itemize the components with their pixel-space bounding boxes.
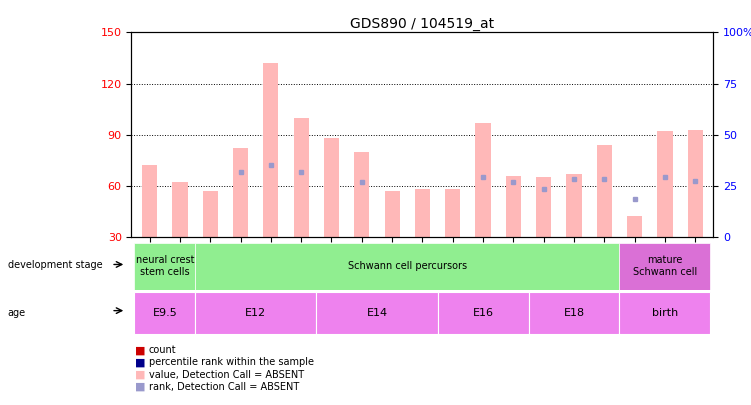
Bar <box>620 292 710 334</box>
Bar <box>597 145 612 237</box>
Bar <box>620 243 710 290</box>
Bar <box>134 243 195 290</box>
Text: E16: E16 <box>472 308 493 318</box>
Text: ■: ■ <box>135 358 146 367</box>
Bar <box>142 165 157 237</box>
Text: E18: E18 <box>563 308 584 318</box>
Bar <box>233 148 248 237</box>
Bar <box>506 176 521 237</box>
Bar <box>195 292 316 334</box>
Bar <box>316 292 438 334</box>
Bar <box>657 131 673 237</box>
Bar <box>566 174 581 237</box>
Text: mature
Schwann cell: mature Schwann cell <box>633 256 697 277</box>
Bar <box>438 292 529 334</box>
Text: E14: E14 <box>366 308 388 318</box>
Text: percentile rank within the sample: percentile rank within the sample <box>149 358 314 367</box>
Bar <box>627 217 642 237</box>
Text: rank, Detection Call = ABSENT: rank, Detection Call = ABSENT <box>149 382 299 392</box>
Text: ■: ■ <box>135 345 146 355</box>
Bar <box>529 292 620 334</box>
Text: birth: birth <box>652 308 678 318</box>
Title: GDS890 / 104519_at: GDS890 / 104519_at <box>351 17 494 31</box>
Bar <box>445 189 460 237</box>
Bar <box>536 177 551 237</box>
Bar <box>415 189 430 237</box>
Text: value, Detection Call = ABSENT: value, Detection Call = ABSENT <box>149 370 304 379</box>
Bar <box>475 123 490 237</box>
Text: age: age <box>8 308 26 318</box>
Bar <box>324 138 339 237</box>
Text: development stage: development stage <box>8 260 102 270</box>
Text: count: count <box>149 345 176 355</box>
Text: E12: E12 <box>245 308 267 318</box>
Bar <box>385 191 400 237</box>
Bar <box>172 182 188 237</box>
Text: ■: ■ <box>135 370 146 379</box>
Text: ■: ■ <box>135 382 146 392</box>
Bar <box>195 243 620 290</box>
Bar <box>203 191 218 237</box>
Bar <box>264 63 279 237</box>
Bar <box>134 292 195 334</box>
Text: E9.5: E9.5 <box>152 308 177 318</box>
Bar <box>354 152 369 237</box>
Text: neural crest
stem cells: neural crest stem cells <box>135 256 194 277</box>
Bar <box>688 130 703 237</box>
Bar <box>294 117 309 237</box>
Text: Schwann cell percursors: Schwann cell percursors <box>348 261 467 271</box>
